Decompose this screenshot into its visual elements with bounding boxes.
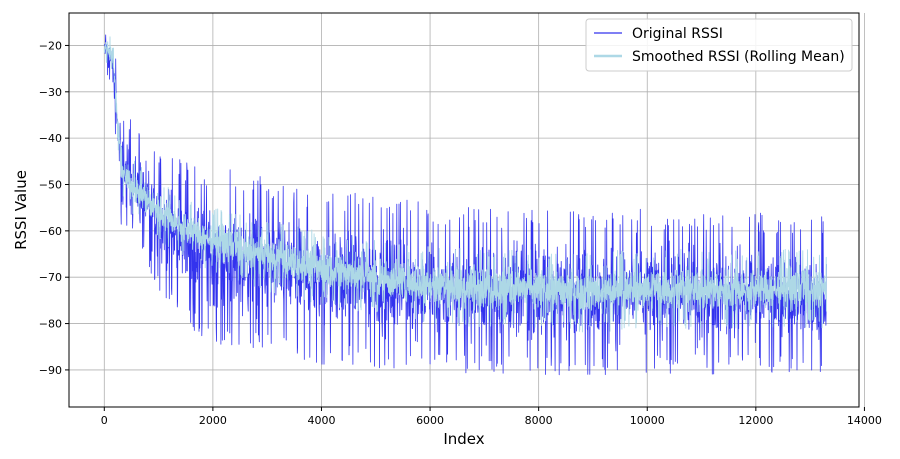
- y-tick-label: −80: [39, 318, 62, 331]
- x-tick-label: 10000: [630, 414, 665, 427]
- legend: Original RSSI Smoothed RSSI (Rolling Mea…: [585, 18, 853, 72]
- y-tick-label: −70: [39, 271, 62, 284]
- x-tick-label: 4000: [307, 414, 335, 427]
- y-tick-label: −50: [39, 179, 62, 192]
- y-tick-label: −60: [39, 225, 62, 238]
- y-tick-label: −20: [39, 39, 62, 52]
- plot-frame: [68, 12, 860, 408]
- x-axis-title: Index: [443, 430, 484, 448]
- y-tick-label: −90: [39, 364, 62, 377]
- x-tick-label: 0: [101, 414, 108, 427]
- series-layer: [103, 34, 827, 376]
- x-tick-label: 14000: [847, 414, 882, 427]
- x-tick-label: 12000: [738, 414, 773, 427]
- legend-label-smoothed: Smoothed RSSI (Rolling Mean): [632, 49, 845, 65]
- y-axis-title: RSSI Value: [12, 170, 30, 250]
- legend-label-original: Original RSSI: [632, 26, 723, 42]
- series-smoothed-rssi-line: [103, 36, 827, 333]
- legend-box: [585, 18, 853, 72]
- x-tick-label: 2000: [199, 414, 227, 427]
- series-original-rssi-line: [103, 34, 827, 376]
- y-tick-label: −40: [39, 132, 62, 145]
- ticks-layer: 0 2000 4000 6000 8000 10000 12000 14000 −20 −30 −4…: [39, 39, 882, 427]
- y-tick-label: −30: [39, 86, 62, 99]
- x-tick-label: 8000: [525, 414, 553, 427]
- x-tick-label: 6000: [416, 414, 444, 427]
